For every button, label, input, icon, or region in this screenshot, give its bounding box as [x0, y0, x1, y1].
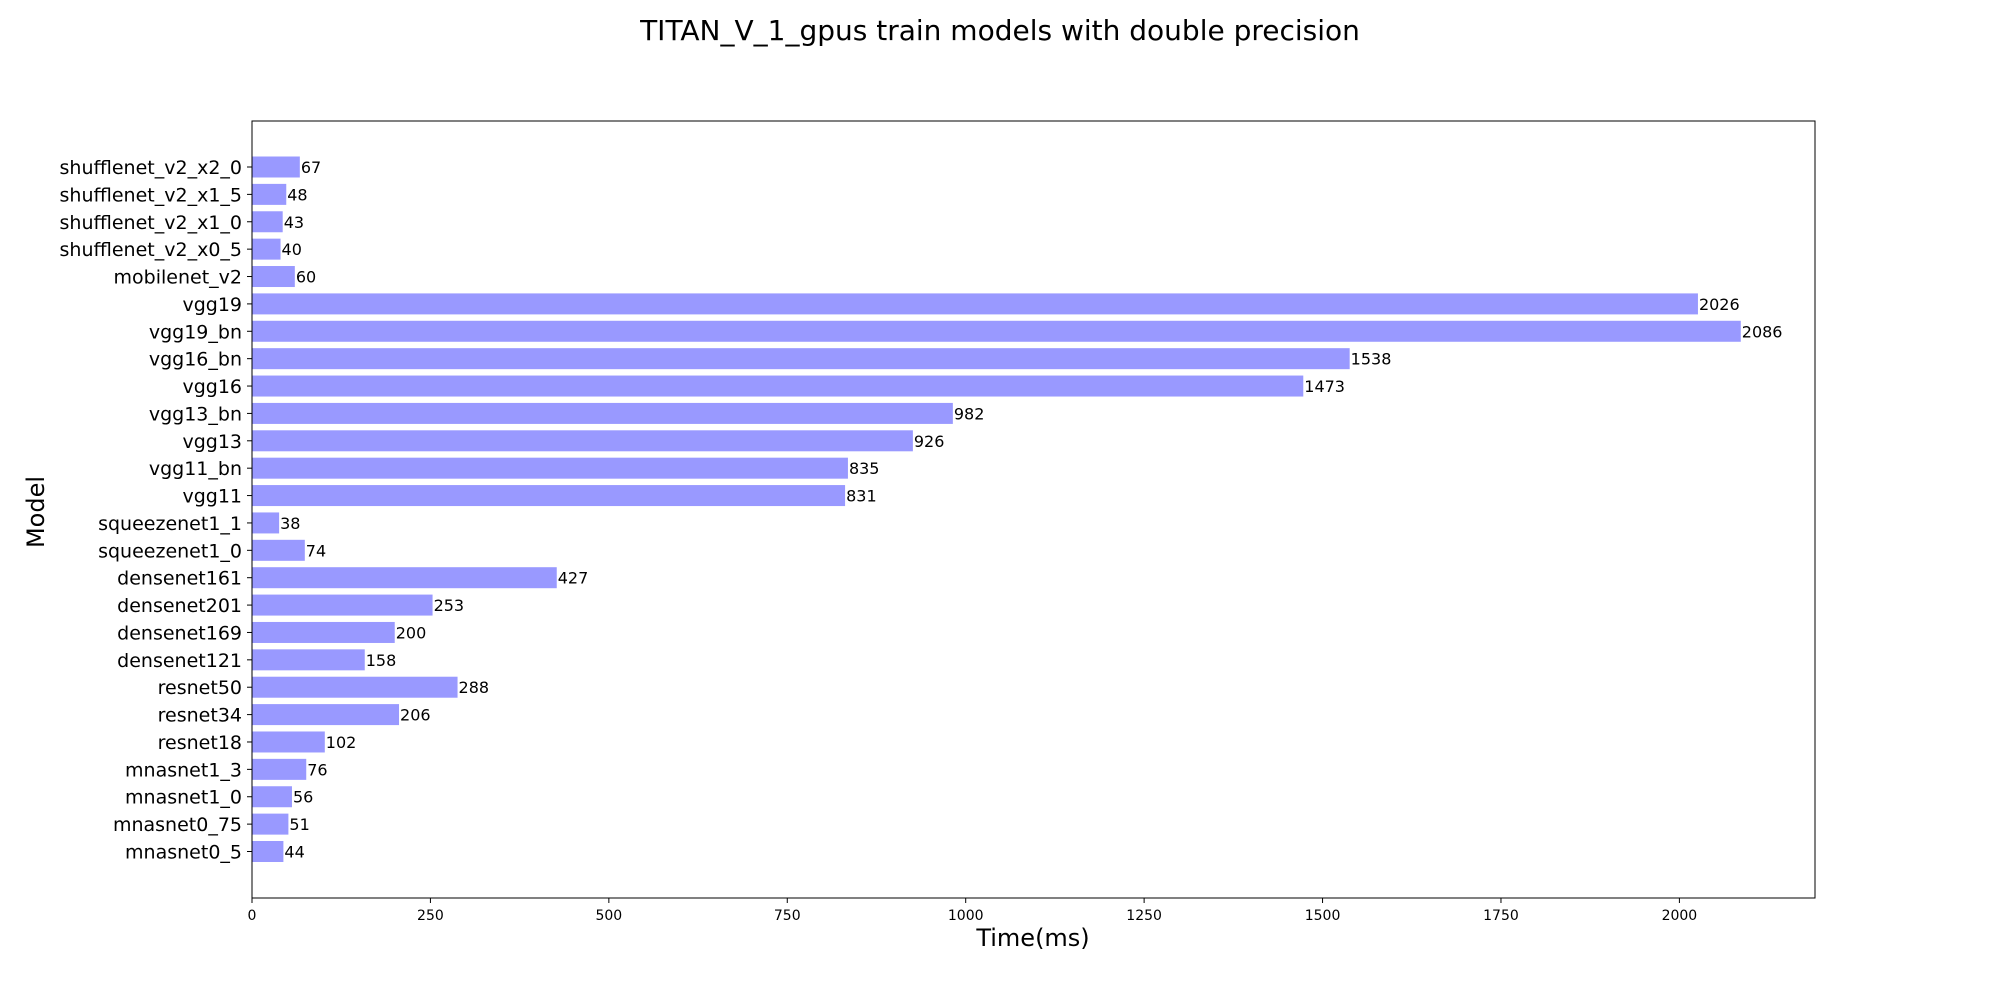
bar-value-label: 926 [914, 432, 945, 451]
bar-value-label: 74 [306, 541, 326, 560]
bar-value-label: 206 [400, 706, 431, 725]
y-tick-label: vgg13 [182, 431, 242, 453]
bar [252, 621, 395, 643]
bar-value-label: 200 [396, 623, 427, 642]
y-tick-label: densenet169 [117, 622, 242, 644]
x-tick-label: 1250 [1126, 908, 1162, 924]
y-tick-labels: mnasnet0_5 mnasnet0_75 mnasnet1_0 mnasnet1_… [60, 157, 252, 864]
x-tick-label: 2000 [1662, 908, 1698, 924]
y-tick-label: shufflenet_v2_x0_5 [60, 239, 242, 261]
bar-value-label: 831 [846, 487, 877, 506]
y-tick-label: squeezenet1_0 [98, 540, 242, 562]
bar [252, 238, 281, 260]
bar [252, 594, 433, 616]
bar [252, 649, 365, 671]
bar [252, 211, 283, 233]
bar [252, 485, 846, 507]
bar-value-label: 56 [293, 788, 313, 807]
bar-value-label: 158 [366, 651, 397, 670]
bar-value-label: 102 [326, 733, 357, 752]
bar [252, 813, 289, 835]
bar-value-label: 1538 [1351, 350, 1392, 369]
bar-value-label: 67 [301, 158, 321, 177]
bar-value-label: 253 [434, 596, 465, 615]
bar-value-label: 40 [282, 240, 302, 259]
y-tick-label: squeezenet1_1 [98, 513, 242, 535]
bar-value-label: 982 [954, 404, 985, 423]
y-tick-label: resnet34 [158, 705, 242, 727]
bar [252, 567, 557, 589]
y-tick-label: vgg19 [182, 294, 242, 316]
bar [252, 704, 400, 726]
y-tick-label: vgg13_bn [149, 403, 242, 425]
bar [252, 457, 848, 479]
y-tick-label: densenet201 [117, 595, 242, 617]
bar [252, 758, 307, 780]
bar-value-label: 1473 [1304, 377, 1345, 396]
bar-value-label: 38 [280, 514, 300, 533]
bar-value-label: 76 [307, 760, 327, 779]
bar-value-label: 2086 [1742, 322, 1783, 341]
bar [252, 731, 325, 753]
y-tick-label: vgg11_bn [149, 458, 242, 480]
y-tick-label: densenet161 [117, 568, 242, 590]
bar-value-label: 835 [849, 459, 880, 478]
bar-value-label: 43 [284, 213, 304, 232]
x-tick-label: 1500 [1305, 908, 1341, 924]
x-tick-label: 500 [595, 908, 622, 924]
x-tick-label: 1750 [1483, 908, 1519, 924]
y-tick-label: vgg16_bn [149, 349, 242, 371]
plot-frame [251, 120, 1816, 899]
y-tick-label: resnet50 [158, 677, 242, 699]
x-tick-label: 0 [248, 908, 257, 924]
bar [252, 402, 953, 424]
x-ticks: 0 250 500 750 1000 1250 1500 1750 2000 [248, 898, 1698, 924]
y-tick-label: resnet18 [158, 732, 242, 754]
bar [252, 786, 292, 808]
bar-value-label: 51 [289, 815, 309, 834]
bar-value-label: 288 [459, 678, 490, 697]
y-tick-label: shufflenet_v2_x1_5 [60, 184, 242, 206]
x-tick-label: 250 [417, 908, 444, 924]
bar [252, 183, 287, 205]
y-tick-label: densenet121 [117, 650, 242, 672]
bar-value-label: 2026 [1699, 295, 1740, 314]
chart-title: TITAN_V_1_gpus train models with double … [640, 14, 1360, 47]
y-tick-label: vgg16 [182, 376, 242, 398]
x-tick-label: 1000 [948, 908, 984, 924]
bar-value-label: 60 [296, 268, 316, 287]
bar [252, 841, 284, 862]
bar-value-label: 427 [558, 569, 589, 588]
bar [252, 320, 1741, 342]
y-tick-label: mnasnet0_75 [113, 814, 242, 836]
y-axis-label: Model [22, 476, 50, 548]
bar-value-label: 48 [287, 185, 307, 204]
bar-value-label: 44 [284, 843, 304, 862]
bar [252, 512, 280, 534]
bar [252, 156, 300, 178]
x-axis-label: Time(ms) [975, 924, 1089, 952]
y-tick-label: mnasnet0_5 [125, 842, 242, 864]
y-tick-label: mnasnet1_3 [125, 759, 242, 781]
bar [252, 348, 1350, 370]
y-tick-label: shufflenet_v2_x2_0 [60, 157, 242, 179]
bar [252, 676, 458, 698]
bar [252, 266, 295, 288]
bar [252, 539, 305, 561]
bars-layer: 44 51 56 76 102 206 288 158 200 253 427 74 38 831 835 9… [252, 156, 1783, 862]
y-tick-label: shufflenet_v2_x1_0 [60, 212, 242, 234]
x-tick-label: 750 [774, 908, 801, 924]
y-tick-label: mobilenet_v2 [114, 267, 242, 289]
y-tick-label: vgg11 [182, 486, 242, 508]
y-tick-label: vgg19_bn [149, 321, 242, 343]
y-tick-label: mnasnet1_0 [125, 787, 242, 809]
bar [252, 375, 1304, 397]
bar [252, 430, 913, 452]
bar [252, 293, 1698, 315]
